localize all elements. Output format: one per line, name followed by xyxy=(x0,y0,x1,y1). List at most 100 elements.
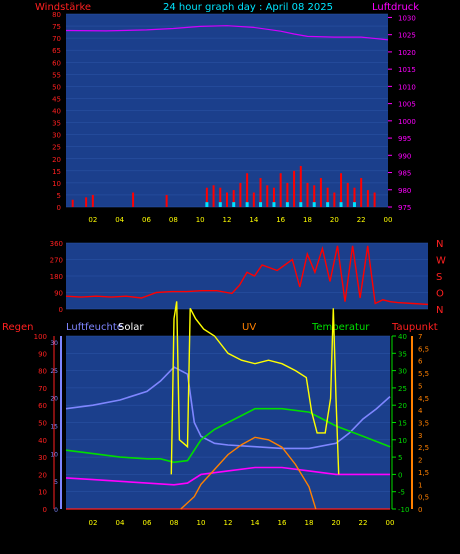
temperature-tick-label: -5 xyxy=(398,489,405,497)
gust-bar xyxy=(312,202,316,207)
direction-tick-label: 360 xyxy=(50,240,63,248)
gust-bar xyxy=(218,202,222,207)
wind-bar xyxy=(272,187,275,207)
uv-tick-label: 2,5 xyxy=(418,444,429,452)
humidity-tick-label: 15 xyxy=(50,424,58,431)
compass-label: N xyxy=(436,239,443,250)
wind-bar xyxy=(259,178,262,207)
legend-solar: Solar xyxy=(118,322,144,333)
compass-label: S xyxy=(436,272,442,283)
wind-tick-label: 10 xyxy=(52,180,61,188)
uv-tick-label: 5,5 xyxy=(418,370,429,378)
humidity-tick-label: 20 xyxy=(50,396,58,403)
temperature-tick-label: 30 xyxy=(398,368,407,376)
rain-axis-title: Regen xyxy=(2,322,34,333)
wind-bar xyxy=(373,192,376,207)
wind-tick-label: 0 xyxy=(57,204,61,212)
direction-tick-label: 0 xyxy=(59,306,63,314)
wind-bar xyxy=(232,190,235,207)
temperature-tick-label: 20 xyxy=(398,402,407,410)
dewpoint-line xyxy=(65,466,390,486)
time-tick-label: 22 xyxy=(359,519,368,527)
time-tick-label: 20 xyxy=(330,216,339,224)
time-tick-label: 16 xyxy=(276,216,285,224)
rain-tick-label: 20 xyxy=(38,471,47,479)
uv-tick-label: 4,5 xyxy=(418,395,429,403)
humidity-tick-label: 30 xyxy=(50,340,58,347)
legend-uv: UV xyxy=(242,322,256,333)
uv-tick-label: 0,5 xyxy=(418,494,429,502)
wind-bar xyxy=(353,187,356,207)
time-tick-label: 06 xyxy=(143,519,152,527)
time-tick-label: 08 xyxy=(169,216,178,224)
rain-tick-label: 70 xyxy=(38,385,47,393)
temperature-tick-label: 5 xyxy=(398,454,402,462)
wind-bar xyxy=(266,185,269,207)
pressure-tick-label: 1025 xyxy=(398,32,416,40)
gust-bar xyxy=(285,202,289,207)
wind-bar xyxy=(366,190,369,207)
time-tick-label: 00 xyxy=(384,216,393,224)
pressure-tick-label: 980 xyxy=(398,187,411,195)
gust-bar xyxy=(259,202,263,207)
wind-bar xyxy=(319,178,322,207)
wind-tick-label: 80 xyxy=(52,11,61,19)
pressure-tick-label: 1015 xyxy=(398,66,416,74)
pressure-tick-label: 990 xyxy=(398,152,411,160)
wind-bar xyxy=(219,187,222,207)
pressure-tick-label: 985 xyxy=(398,170,411,178)
wind-direction-line xyxy=(65,245,429,306)
time-tick-label: 10 xyxy=(196,216,205,224)
wind-tick-label: 15 xyxy=(52,168,61,176)
humidity-tick-label: 10 xyxy=(50,451,58,458)
uv-tick-label: 3 xyxy=(418,432,422,440)
wind-bar xyxy=(165,194,168,207)
wind-tick-label: 20 xyxy=(52,156,61,164)
compass-label: O xyxy=(436,289,444,300)
wind-tick-label: 40 xyxy=(52,108,61,116)
time-tick-label: 04 xyxy=(116,519,125,527)
wind-bar xyxy=(279,173,282,207)
wind-bar xyxy=(205,187,208,207)
wind-bar xyxy=(340,173,343,207)
rain-tick-label: 50 xyxy=(38,420,47,428)
humidity-tick-label: 0 xyxy=(54,507,58,514)
wind-tick-label: 30 xyxy=(52,132,61,140)
temperature-tick-label: 10 xyxy=(398,437,407,445)
wind-bar xyxy=(286,182,289,207)
gust-bar xyxy=(339,202,343,207)
rain-tick-label: 90 xyxy=(38,350,47,358)
time-tick-label: 02 xyxy=(89,519,98,527)
uv-tick-label: 5 xyxy=(418,382,422,390)
rain-tick-label: 60 xyxy=(38,402,47,410)
temperature-tick-label: -10 xyxy=(398,506,409,514)
wind-bar xyxy=(306,182,309,207)
wind-bar xyxy=(239,182,242,207)
wind-tick-label: 50 xyxy=(52,83,61,91)
humidity-tick-label: 5 xyxy=(54,479,58,486)
time-tick-label: 18 xyxy=(305,519,314,527)
time-tick-label: 12 xyxy=(224,519,233,527)
temperature-tick-label: 25 xyxy=(398,385,407,393)
uv-tick-label: 1 xyxy=(418,481,422,489)
time-tick-label: 14 xyxy=(251,519,260,527)
compass-label: N xyxy=(436,305,443,316)
uv-tick-label: 6 xyxy=(418,358,423,366)
rain-tick-label: 30 xyxy=(38,454,47,462)
legend-dewpoint: Taupunkt xyxy=(391,322,438,333)
time-tick-label: 20 xyxy=(332,519,341,527)
wind-bar xyxy=(360,178,363,207)
time-tick-label: 10 xyxy=(197,519,206,527)
gust-bar xyxy=(352,202,356,207)
uv-tick-label: 3,5 xyxy=(418,420,429,428)
gust-bar xyxy=(232,202,236,207)
rain-tick-label: 10 xyxy=(38,489,47,497)
wind-tick-label: 25 xyxy=(52,144,61,152)
wind-bar xyxy=(293,170,296,207)
direction-tick-label: 90 xyxy=(54,290,63,298)
pressure-tick-label: 975 xyxy=(398,204,411,212)
wind-tick-label: 35 xyxy=(52,120,61,128)
